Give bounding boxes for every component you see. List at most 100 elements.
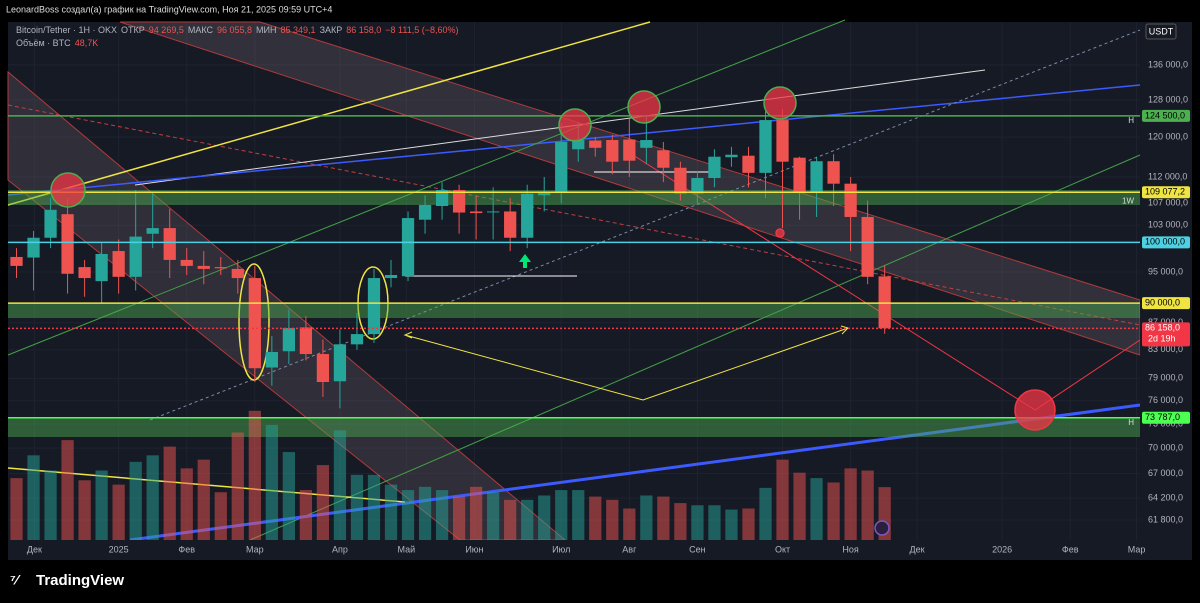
volume-bar xyxy=(316,465,330,540)
y-tick-label: 128 000,0 xyxy=(1148,94,1188,104)
volume-bar xyxy=(401,490,415,540)
volume-bar xyxy=(163,446,176,540)
y-tick-label: 61 800,0 xyxy=(1148,514,1183,524)
candle-body xyxy=(282,328,296,352)
candle-body xyxy=(708,156,721,178)
x-tick-label: Авг xyxy=(622,544,637,554)
candle-body xyxy=(129,236,142,277)
volume-bar xyxy=(674,503,687,540)
volume-bar xyxy=(538,495,551,540)
volume-bar xyxy=(367,474,381,540)
levels: Н 1W Н xyxy=(8,115,1140,427)
candle-body xyxy=(44,209,57,238)
marker xyxy=(50,172,86,208)
candle-body xyxy=(555,141,568,192)
volume-bar xyxy=(78,480,91,540)
volume-bar xyxy=(572,490,585,540)
legend-row: Bitcoin/Tether · 1Н · OKX ОТКР 94 269,5 МАК… xyxy=(16,25,459,35)
volume-bar xyxy=(861,470,874,540)
axes: 136 000,0 128 000,0 120 000,0 112 000,0 107 … xyxy=(27,59,1190,554)
candle-body xyxy=(231,268,244,279)
volume-bar xyxy=(708,505,721,540)
volume-bar xyxy=(299,490,313,540)
volume-bar xyxy=(759,487,772,540)
level-tag: Н xyxy=(1128,116,1134,125)
volume-bar xyxy=(435,490,449,540)
markers xyxy=(50,86,1056,536)
candle-body xyxy=(759,120,772,173)
candle-body xyxy=(793,157,806,192)
price-badge-label: 73 787,0 xyxy=(1145,412,1180,422)
volume-bar xyxy=(691,505,704,540)
candle-body xyxy=(435,189,449,207)
legend: Bitcoin/Tether · 1Н · OKX ОТКР 94 269,5 МАК… xyxy=(16,25,459,48)
volume-bar xyxy=(333,430,347,540)
volume-bar xyxy=(112,484,125,540)
volume-bar xyxy=(214,492,227,540)
legend-item: 85 349,1 xyxy=(281,25,316,35)
x-tick-label: Июл xyxy=(552,544,570,554)
header: LeonardBoss создал(а) график на TradingV… xyxy=(6,4,332,14)
candle-body xyxy=(418,204,432,220)
volume-bar xyxy=(44,470,57,540)
volume-bar xyxy=(589,496,602,540)
price-badge-label: 90 000,0 xyxy=(1145,298,1180,308)
x-tick-label: 2026 xyxy=(992,544,1012,554)
candle-body xyxy=(861,216,874,277)
candle-body xyxy=(333,344,347,382)
candle-body xyxy=(674,167,687,194)
volume-bar xyxy=(487,492,500,540)
volume-bar xyxy=(282,452,296,540)
x-tick-label: Май xyxy=(398,544,416,554)
volume-bar xyxy=(606,499,619,540)
currency-box xyxy=(1145,23,1177,40)
legend-item: 94 269,5 xyxy=(149,25,184,35)
x-tick-label: 2025 xyxy=(109,544,129,554)
price-badge-label: 86 158,0 xyxy=(1145,323,1180,333)
volume-bar xyxy=(742,508,755,540)
legend-row: Объём · BTC 48,7K xyxy=(16,38,98,48)
volume-bar xyxy=(504,499,517,540)
legend-item: Bitcoin/Tether · 1Н · OKX xyxy=(16,25,117,35)
candle-body xyxy=(78,267,91,279)
x-tick-label: Сен xyxy=(689,544,706,554)
candles xyxy=(10,108,891,409)
legend-item: 48,7K xyxy=(75,38,99,48)
candle-body xyxy=(776,120,789,162)
candle-body xyxy=(691,177,704,194)
candle-body xyxy=(350,334,364,345)
y-tick-label: 83 000,0 xyxy=(1148,344,1183,354)
price-badge-label: 109 077,2 xyxy=(1145,187,1185,197)
trend-line xyxy=(249,154,1141,541)
highlight xyxy=(238,263,270,381)
volume-bar xyxy=(61,440,74,540)
candle-body xyxy=(606,140,619,162)
candle-body xyxy=(10,256,23,266)
time-axis xyxy=(8,540,1192,560)
up-arrow xyxy=(519,254,531,268)
candle-body xyxy=(214,267,227,269)
candle-body xyxy=(180,259,193,266)
x-tick-label: Фев xyxy=(178,544,195,554)
y-tick-label: 103 000,0 xyxy=(1148,220,1188,230)
candle-body xyxy=(640,140,653,148)
candle-body xyxy=(589,140,602,148)
volume-bar xyxy=(657,496,670,540)
level-tag: 1W xyxy=(1122,196,1134,205)
volume-bar xyxy=(10,478,23,540)
volume-bar xyxy=(793,472,806,540)
volume xyxy=(10,410,891,540)
logo-mark: ⁷⁄ xyxy=(10,572,21,588)
y-tick-label: 76 000,0 xyxy=(1148,395,1183,405)
marker xyxy=(627,90,661,124)
logo-text: TradingView xyxy=(36,572,124,589)
y-tick-label: 67 000,0 xyxy=(1148,468,1183,478)
y-tick-label: 112 000,0 xyxy=(1148,171,1187,181)
price-badge-label: 124 500,0 xyxy=(1145,110,1185,120)
volume-bar xyxy=(776,459,789,540)
trend-line xyxy=(7,21,651,206)
volume-bar xyxy=(623,508,636,540)
volume-bar xyxy=(384,484,398,540)
grid xyxy=(8,22,1140,540)
